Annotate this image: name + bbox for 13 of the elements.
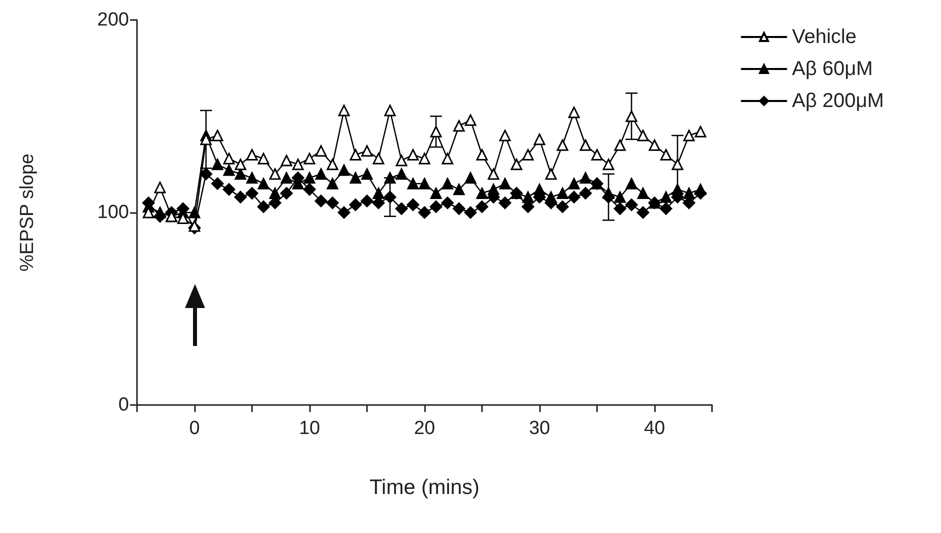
x-tick-label: 20 — [414, 418, 436, 439]
x-axis-title: Time (mins) — [369, 476, 480, 499]
x-tick-label: 0 — [189, 418, 200, 439]
y-axis-title: %EPSP slope — [17, 154, 38, 272]
y-tick-label: 200 — [97, 10, 129, 30]
x-tick-label: 10 — [298, 418, 320, 439]
y-tick-label: 0 — [118, 394, 129, 416]
legend-label: Vehicle — [792, 26, 856, 48]
x-tick-label: 40 — [644, 418, 666, 439]
y-tick-label: 100 — [97, 202, 129, 223]
legend-label: Aβ 60μM — [792, 58, 873, 80]
x-tick-label: 30 — [528, 418, 550, 439]
legend-label: Aβ 200μM — [792, 90, 884, 112]
